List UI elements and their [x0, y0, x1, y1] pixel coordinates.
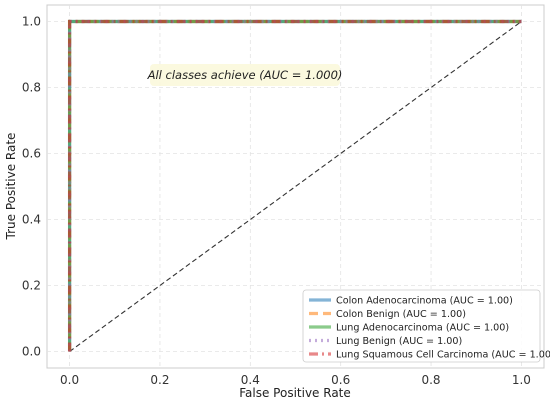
y-tick-label: 0.4 [22, 213, 41, 227]
reference-diagonal [69, 21, 522, 352]
y-tick-labels: 0.0 0.2 0.4 0.6 0.8 1.0 [22, 15, 41, 359]
x-tick-label: 0.2 [150, 373, 169, 387]
y-axis-label: True Positive Rate [4, 133, 18, 241]
y-tick-label: 0.8 [22, 81, 41, 95]
legend-box [302, 289, 541, 363]
roc-curve-5 [67, 19, 522, 352]
legend: Colon Adenocarcinoma (AUC = 1.00) Colon B… [302, 289, 550, 363]
x-tick-label: 0.8 [421, 373, 440, 387]
x-tick-label: 1.0 [512, 373, 531, 387]
legend-label: Lung Adenocarcinoma (AUC = 1.00) [336, 323, 509, 334]
x-tick-label: 0.6 [331, 373, 350, 387]
reference-line [69, 21, 522, 352]
roc-curves [67, 19, 522, 352]
legend-label: Colon Benign (AUC = 1.00) [336, 309, 466, 320]
x-tick-labels: 0.0 0.2 0.4 0.6 0.8 1.0 [60, 373, 531, 387]
y-tick-label: 0.0 [22, 345, 41, 359]
legend-label: Colon Adenocarcinoma (AUC = 1.00) [336, 296, 513, 307]
x-tick-label: 0.4 [241, 373, 260, 387]
x-tick-label: 0.0 [60, 373, 79, 387]
annotation-text: All classes achieve (AUC = 1.000) [147, 68, 343, 82]
y-tick-label: 0.6 [22, 147, 41, 161]
y-tick-label: 0.2 [22, 279, 41, 293]
y-tick-label: 1.0 [22, 15, 41, 29]
annotation-background [150, 64, 340, 86]
annotation-box: All classes achieve (AUC = 1.000) [147, 64, 343, 86]
legend-label: Lung Benign (AUC = 1.00) [336, 336, 462, 347]
legend-label: Lung Squamous Cell Carcinoma (AUC = 1.00… [336, 350, 550, 361]
x-axis-label: False Positive Rate [239, 386, 351, 400]
